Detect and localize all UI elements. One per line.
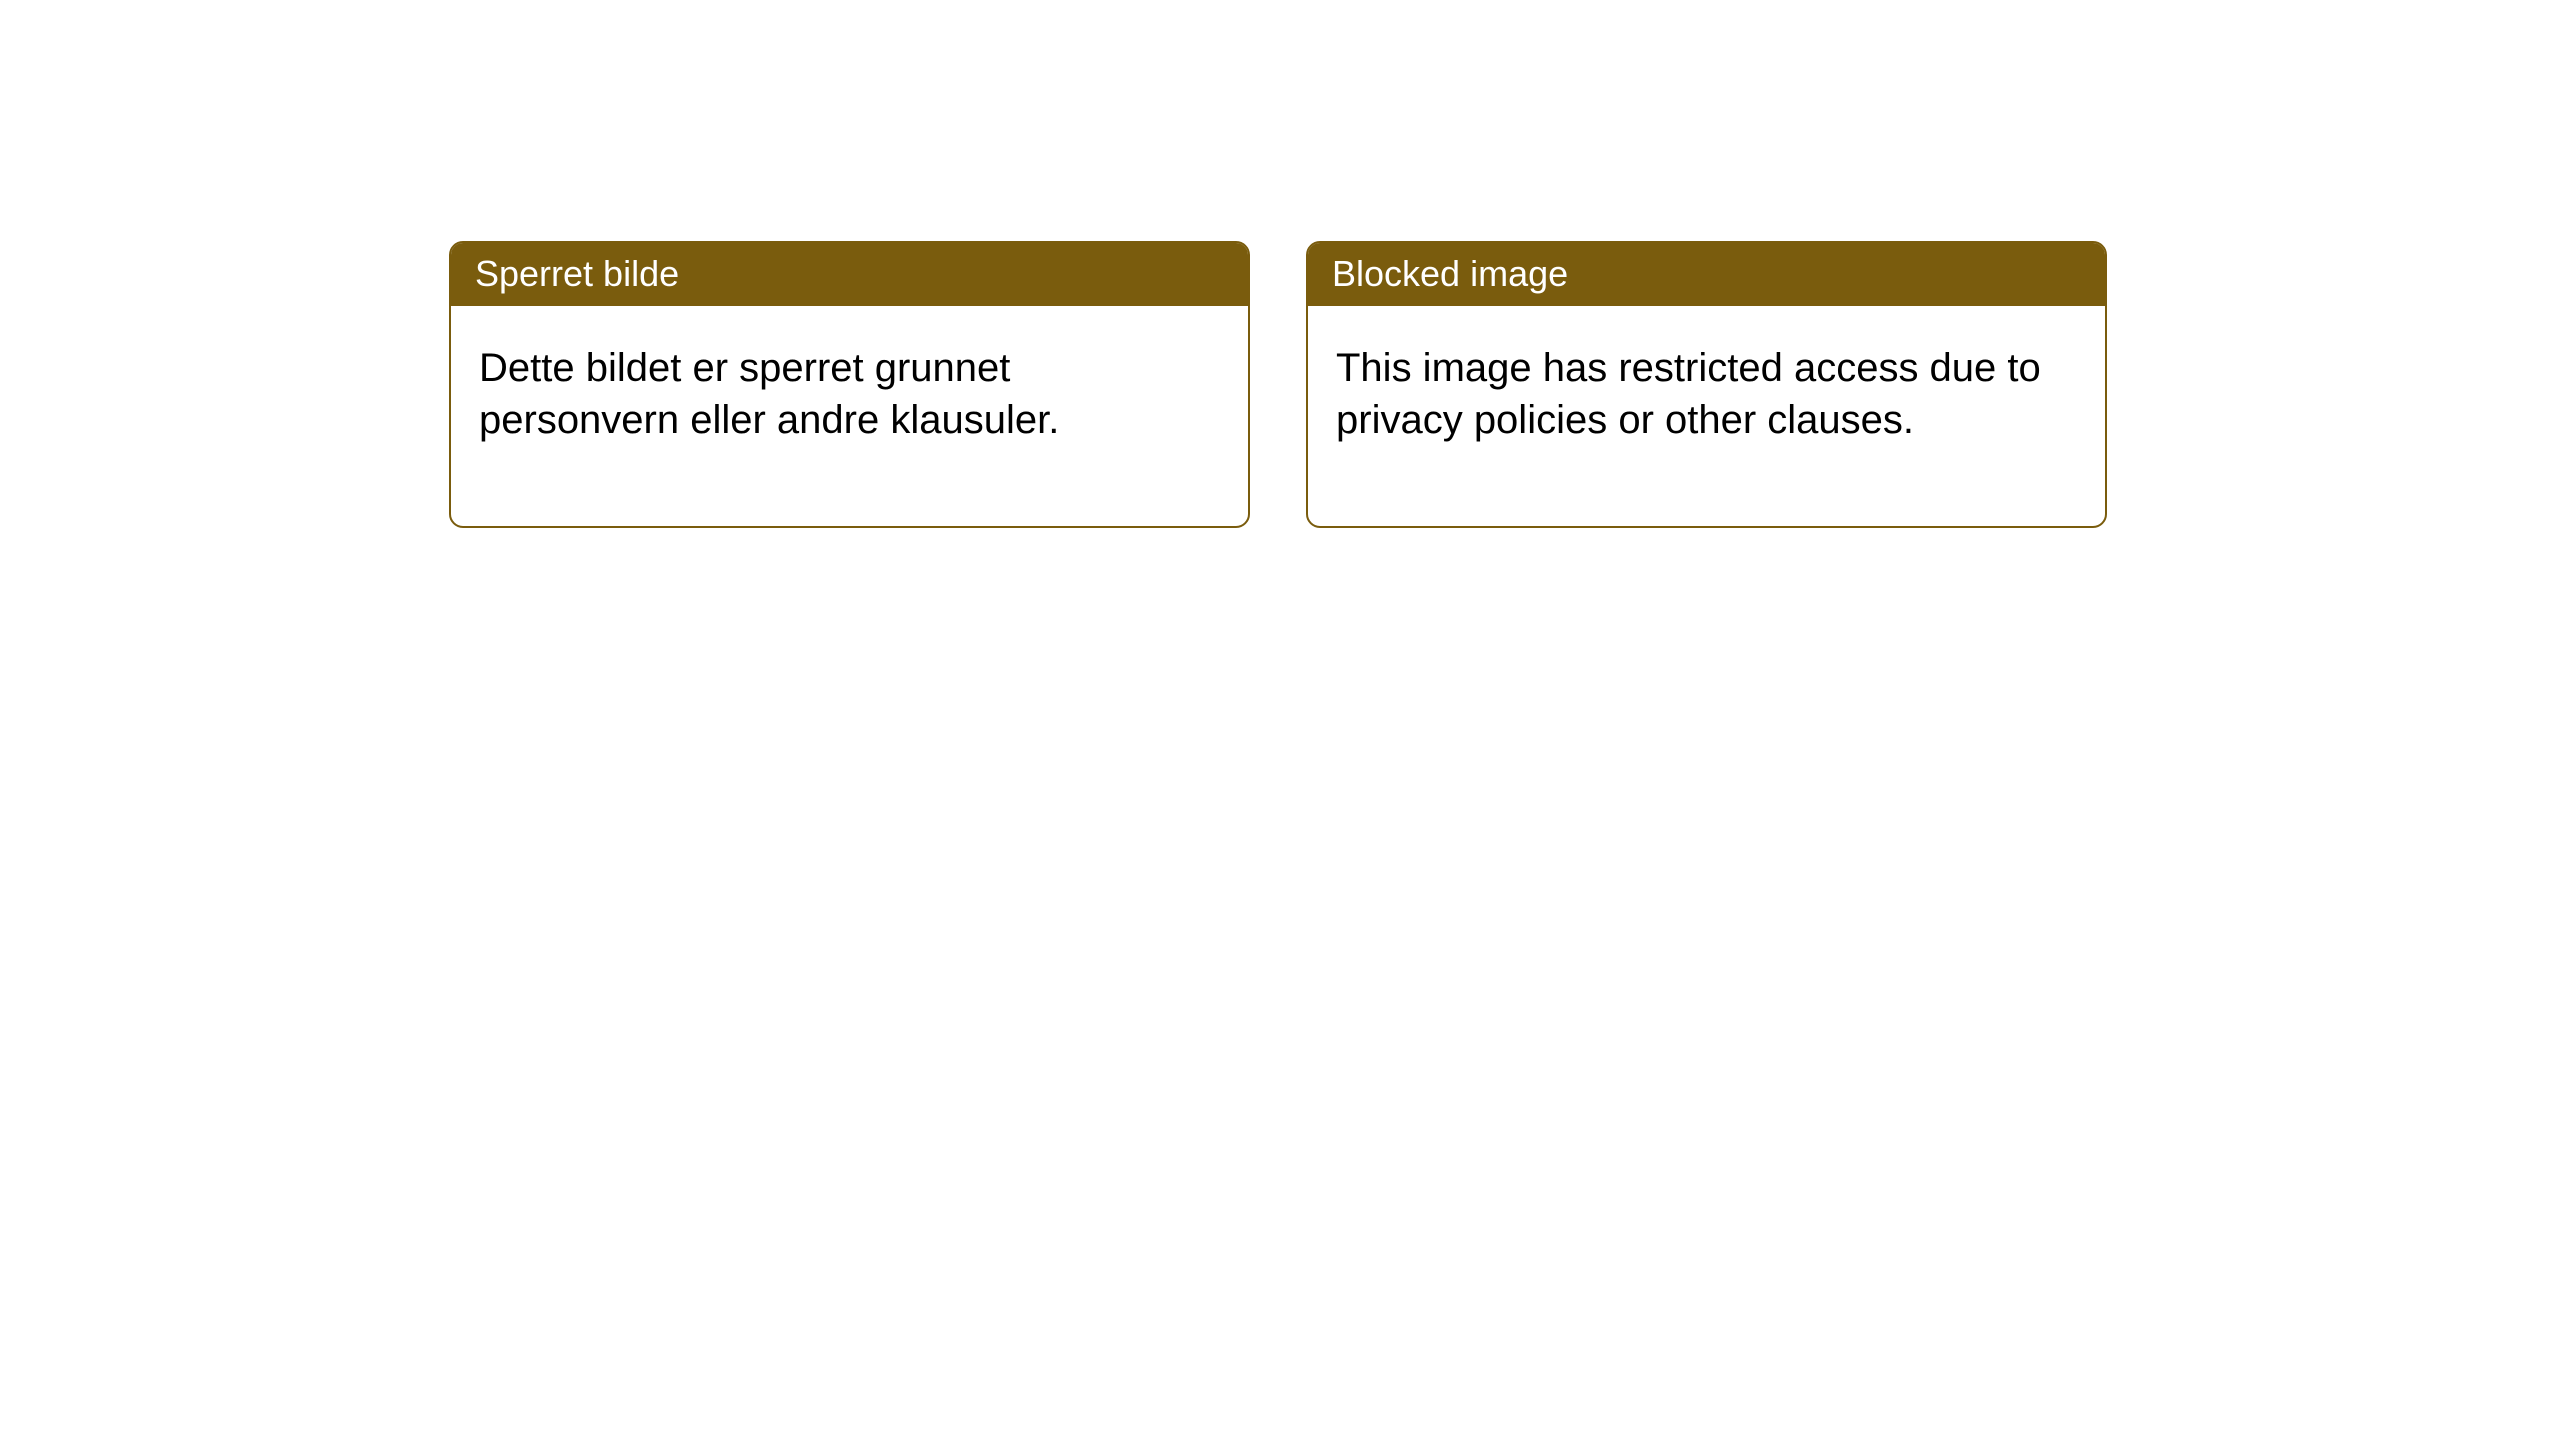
notice-body-english: This image has restricted access due to … bbox=[1308, 306, 2105, 526]
notice-title-norwegian: Sperret bilde bbox=[451, 243, 1248, 306]
notice-box-norwegian: Sperret bilde Dette bildet er sperret gr… bbox=[449, 241, 1250, 528]
notice-title-english: Blocked image bbox=[1308, 243, 2105, 306]
notice-body-norwegian: Dette bildet er sperret grunnet personve… bbox=[451, 306, 1248, 526]
notice-box-english: Blocked image This image has restricted … bbox=[1306, 241, 2107, 528]
notice-container: Sperret bilde Dette bildet er sperret gr… bbox=[0, 0, 2560, 528]
